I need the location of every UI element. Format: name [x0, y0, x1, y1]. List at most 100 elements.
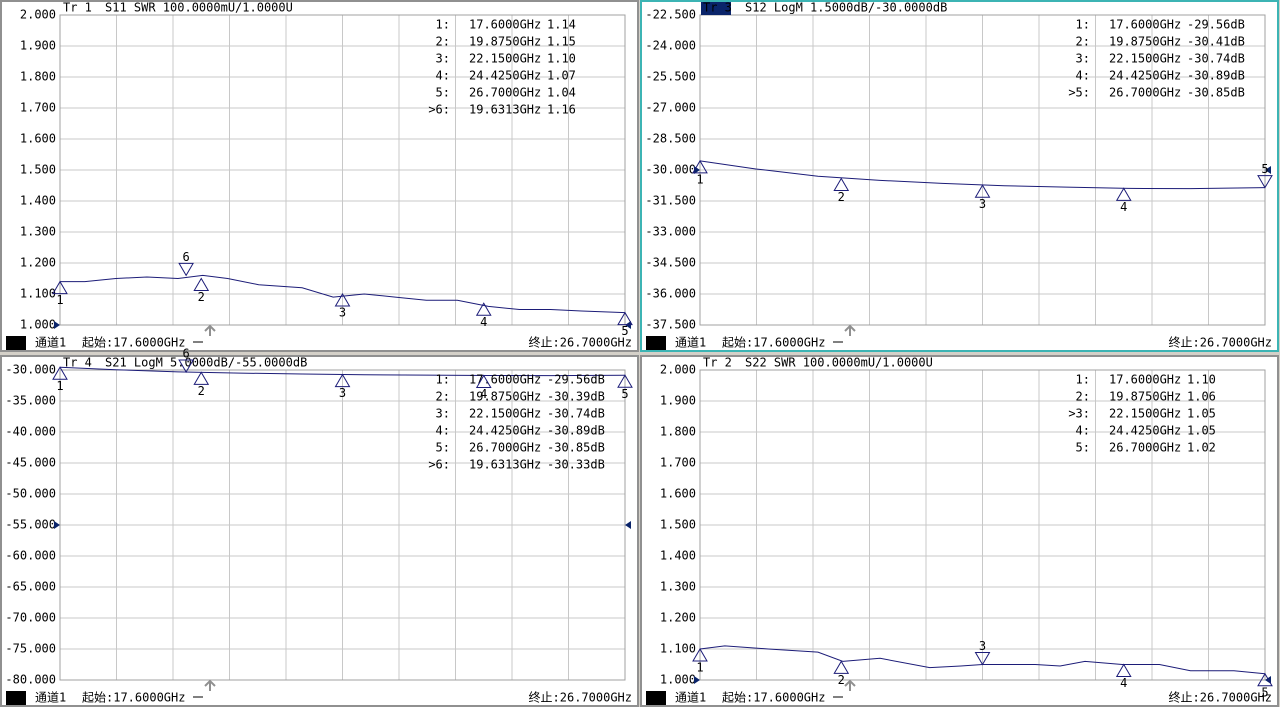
ref-marker-left	[54, 521, 60, 529]
marker-table-value: 1.05	[1187, 424, 1216, 438]
marker-table-freq: 26.7000GHz	[1109, 86, 1181, 100]
marker-number: 2	[838, 673, 845, 687]
stimulus-arrow	[844, 679, 856, 691]
marker-table-value: -30.85dB	[1187, 86, 1245, 100]
marker-table-freq: 22.1500GHz	[1109, 52, 1181, 66]
marker-triangle	[692, 648, 708, 662]
marker-table-freq: 17.6000GHz	[469, 18, 541, 32]
marker-number: 5	[621, 324, 628, 338]
ref-marker-right	[1265, 166, 1271, 174]
marker-table-id: >6:	[428, 103, 450, 117]
marker-table-freq: 24.4250GHz	[1109, 424, 1181, 438]
channel-label: 通道1	[675, 336, 706, 350]
marker-table-id: 1:	[436, 373, 450, 387]
marker-number: 1	[696, 661, 703, 675]
marker-triangle	[334, 293, 351, 307]
marker-triangle	[1257, 672, 1273, 687]
marker-table-value: -29.56dB	[547, 373, 605, 387]
y-tick-label: 1.900	[660, 394, 696, 408]
y-tick-label: 1.800	[20, 70, 56, 84]
marker-table-id: 1:	[436, 18, 450, 32]
y-tick-label: -33.000	[645, 225, 696, 239]
marker-table-freq: 19.6313GHz	[469, 458, 541, 472]
marker-triangle	[178, 359, 194, 374]
marker-number: 1	[56, 379, 63, 393]
y-tick-label: -70.000	[5, 611, 56, 625]
marker-table-value: -30.33dB	[547, 458, 605, 472]
y-tick-label: 1.400	[20, 194, 56, 208]
marker-number: 1	[56, 293, 63, 307]
marker-table-freq: 26.7000GHz	[469, 86, 541, 100]
ref-marker-right	[625, 521, 631, 529]
marker-table-freq: 17.6000GHz	[469, 373, 541, 387]
marker-table-freq: 22.1500GHz	[1109, 407, 1181, 421]
marker-table-freq: 26.7000GHz	[1109, 441, 1181, 455]
marker-triangle	[974, 184, 991, 198]
marker-number: 5	[1261, 685, 1268, 699]
marker-table-id: 2:	[436, 390, 450, 404]
ref-marker-left	[54, 321, 60, 329]
trace-title: S21 LogM 5.0000dB/-55.0000dB	[105, 356, 307, 370]
y-tick-label: -35.000	[5, 394, 56, 408]
marker-number: 3	[979, 639, 986, 653]
marker-table-value: -30.74dB	[1187, 52, 1245, 66]
marker-table-freq: 19.8750GHz	[469, 35, 541, 49]
trace-line	[60, 274, 626, 314]
marker-table-value: 1.02	[1187, 441, 1216, 455]
stimulus-arrow	[844, 324, 856, 336]
marker-table-value: -30.89dB	[547, 424, 605, 438]
y-tick-label: 1.300	[660, 580, 696, 594]
marker-table-value: 1.10	[1187, 373, 1216, 387]
panel	[640, 0, 1279, 352]
trace-title: S22 SWR 100.0000mU/1.0000U	[745, 356, 933, 370]
marker-triangle	[1115, 187, 1132, 201]
marker-triangle	[193, 371, 210, 385]
marker-table-freq: 22.1500GHz	[469, 407, 541, 421]
stop-label: 终止:26.7000GHz	[529, 690, 632, 705]
plot-frame	[59, 14, 626, 326]
marker-table-freq: 22.1500GHz	[469, 52, 541, 66]
marker-table-value: -30.39dB	[547, 390, 605, 404]
y-tick-label: -34.500	[645, 256, 696, 270]
marker-number: 3	[339, 386, 346, 400]
marker-triangle	[617, 311, 633, 326]
marker-table-value: 1.15	[547, 35, 576, 49]
stimulus-arrow	[204, 324, 216, 336]
y-tick-label: -30.000	[5, 363, 56, 377]
marker-table-value: -29.56dB	[1187, 18, 1245, 32]
trace-highlight	[701, 2, 731, 15]
start-label: 起始:17.6000GHz	[722, 691, 825, 705]
marker-table-freq: 24.4250GHz	[469, 424, 541, 438]
stimulus-arrow	[204, 679, 216, 691]
trace-title: S12 LogM 1.5000dB/-30.0000dB	[745, 1, 947, 15]
marker-triangle	[52, 366, 68, 380]
y-tick-label: 1.100	[20, 287, 56, 301]
marker-triangle	[974, 652, 991, 666]
channel-label: 通道1	[35, 336, 66, 350]
marker-number: 3	[339, 306, 346, 320]
marker-table-id: 3:	[436, 407, 450, 421]
y-tick-label: 1.500	[20, 163, 56, 177]
marker-triangle	[178, 262, 194, 277]
channel-number: 2	[652, 336, 659, 350]
panel	[640, 355, 1279, 707]
y-tick-label: -22.500	[645, 8, 696, 22]
y-tick-label: -80.000	[5, 673, 56, 687]
stop-label: 终止:26.7000GHz	[529, 335, 632, 350]
y-tick-label: -60.000	[5, 549, 56, 563]
stop-label: 终止:26.7000GHz	[1169, 335, 1272, 350]
marker-table-value: 1.04	[547, 86, 576, 100]
trace-line	[699, 645, 1266, 675]
marker-number: 4	[480, 315, 487, 329]
marker-table-value: 1.05	[1187, 407, 1216, 421]
y-tick-label: 1.500	[660, 518, 696, 532]
marker-number: 2	[198, 290, 205, 304]
marker-table-freq: 19.8750GHz	[469, 390, 541, 404]
channel-box	[6, 336, 26, 350]
marker-number: 4	[1120, 200, 1127, 214]
channel-number: 1	[12, 336, 19, 350]
marker-table-id: 5:	[436, 441, 450, 455]
marker-number: 4	[480, 387, 487, 401]
marker-table-value: -30.74dB	[547, 407, 605, 421]
